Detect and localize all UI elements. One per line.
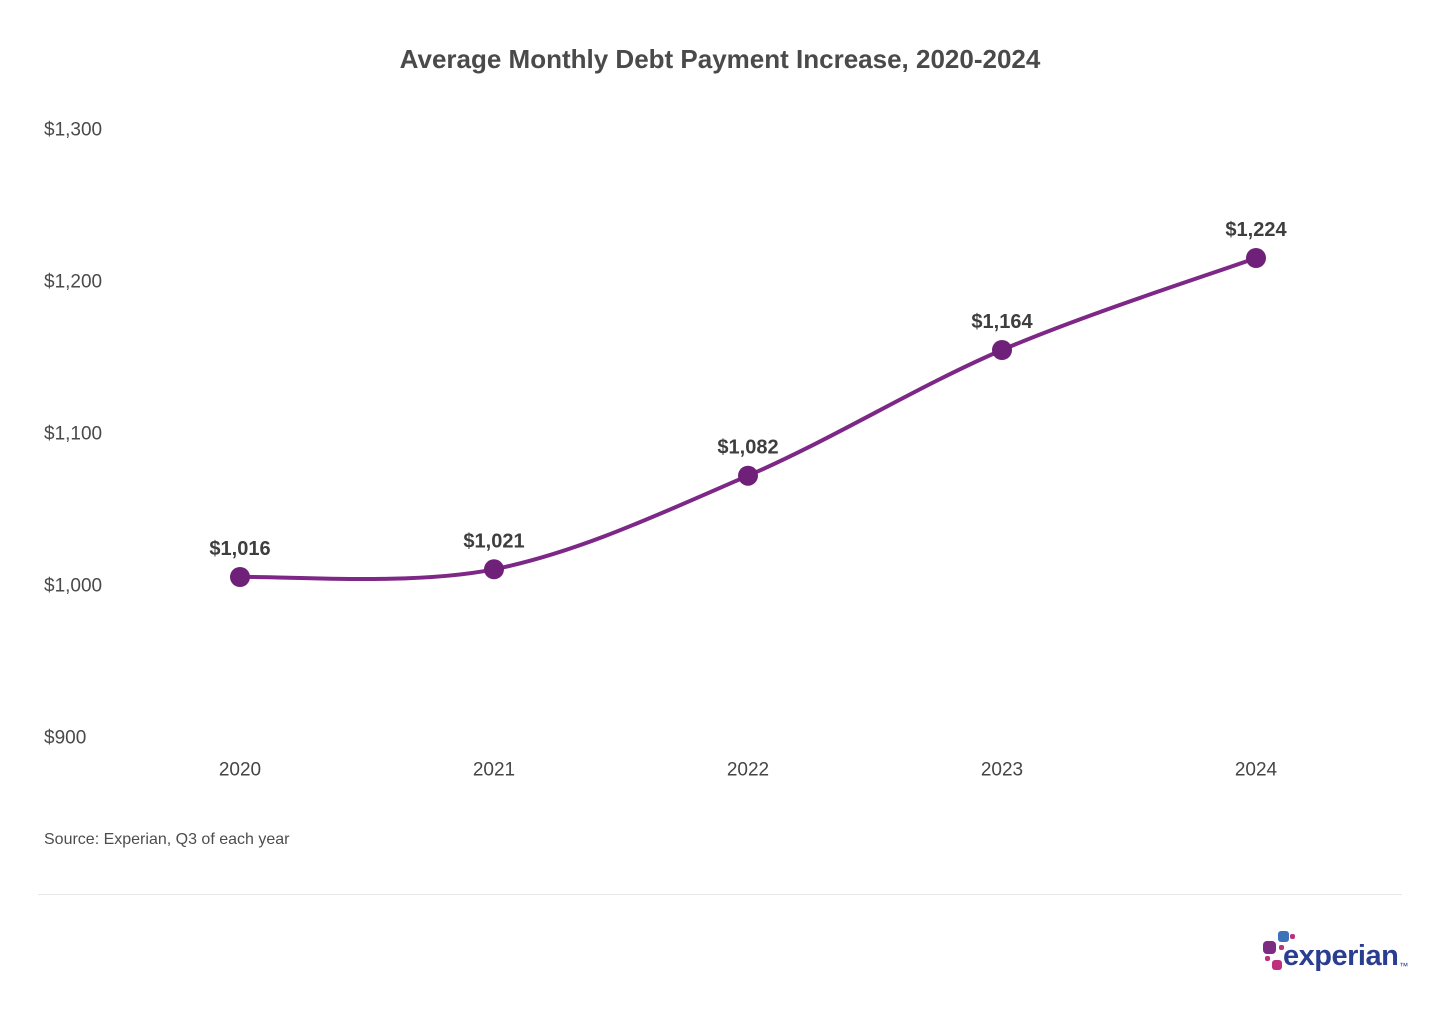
x-axis-label-2024: 2024 — [1235, 760, 1278, 781]
experian-logo: experian™ — [1256, 924, 1416, 988]
x-axis-label-2022: 2022 — [727, 760, 769, 781]
logo-dot-magenta-low-icon — [1265, 956, 1270, 961]
x-axis-label-2020: 2020 — [219, 760, 261, 781]
experian-wordmark: experian™ — [1283, 924, 1408, 988]
data-label-2021: $1,021 — [463, 530, 524, 552]
logo-dot-magenta-top-icon — [1290, 934, 1295, 939]
trademark-symbol: ™ — [1399, 961, 1408, 971]
y-axis-tick-1200: $1,200 — [44, 272, 102, 293]
source-note: Source: Experian, Q3 of each year — [44, 831, 290, 848]
x-axis-label-2023: 2023 — [981, 760, 1023, 781]
data-label-2024: $1,224 — [1225, 219, 1287, 241]
data-point-2023 — [992, 340, 1012, 360]
footer-divider — [38, 894, 1402, 895]
experian-wordmark-text: experian — [1283, 940, 1399, 972]
chart-title: Average Monthly Debt Payment Increase, 2… — [399, 44, 1041, 74]
y-axis-tick-1100: $1,100 — [44, 424, 102, 445]
data-label-2023: $1,164 — [971, 311, 1033, 333]
line-chart: $900 $1,000 $1,100 $1,200 $1,300 $1,016 2020 $1… — [44, 120, 1287, 781]
y-axis-tick-1000: $1,000 — [44, 576, 102, 597]
logo-square-blue-icon — [1278, 931, 1289, 942]
logo-square-magenta-icon — [1272, 960, 1282, 970]
trend-line — [238, 256, 1258, 582]
data-point-2022 — [738, 465, 758, 486]
y-axis-tick-1300: $1,300 — [44, 120, 102, 141]
logo-dot-magenta-mid-icon — [1279, 945, 1284, 950]
logo-square-purple-icon — [1263, 941, 1276, 954]
x-axis-label-2021: 2021 — [473, 760, 515, 781]
y-axis-tick-900: $900 — [44, 728, 86, 749]
data-label-2020: $1,016 — [209, 538, 270, 560]
data-point-2020 — [230, 567, 250, 587]
data-label-2022: $1,082 — [717, 437, 778, 459]
data-point-2021 — [484, 559, 504, 580]
data-point-2024 — [1246, 248, 1266, 268]
